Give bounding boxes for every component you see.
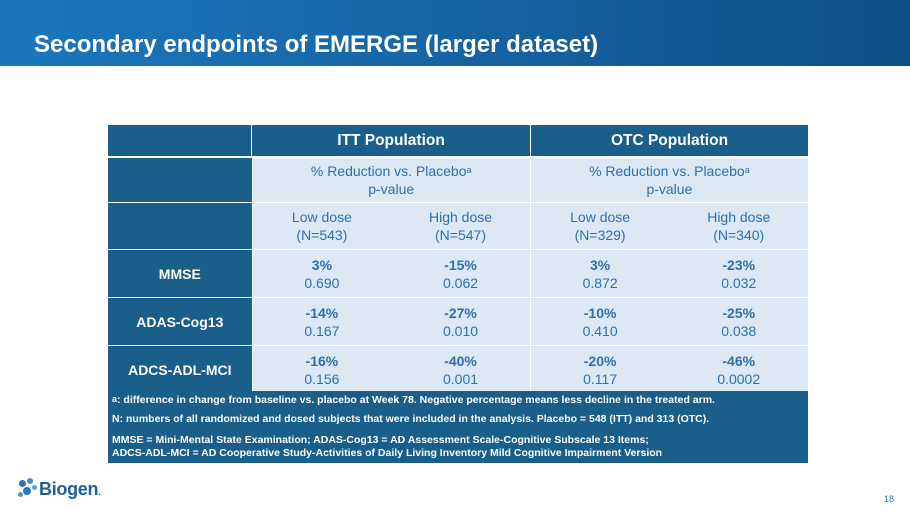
- subheader-itt: % Reduction vs. Placeboa p-value: [252, 158, 530, 202]
- value-cell: -46% 0.0002: [669, 346, 809, 393]
- p-value: 0.001: [442, 370, 479, 387]
- table-row-adas-cog13: ADAS-Cog13 -14% 0.167 -27% 0.010 -10% 0.…: [108, 298, 809, 345]
- percent-value: -23%: [722, 256, 756, 273]
- footnote-a: a: difference in change from baseline vs…: [112, 394, 808, 407]
- row-label: ADCS-ADL-MCI: [108, 346, 252, 393]
- p-value: 0.032: [721, 274, 757, 291]
- biogen-dots-icon: [18, 478, 38, 500]
- abbreviations-line2: ADCS-ADL-MCI = AD Cooperative Study-Acti…: [112, 447, 663, 459]
- p-value: 0.038: [721, 322, 757, 339]
- biogen-logo-text: Biogen.: [39, 478, 101, 499]
- dose-cell-otc-low: Low dose (N=329): [530, 203, 670, 249]
- percent-value: -14%: [305, 304, 339, 321]
- value-cell: -40% 0.001: [391, 346, 530, 393]
- footnote-a-text: : difference in change from baseline vs.…: [117, 394, 715, 406]
- value-cell: -16% 0.156: [252, 346, 392, 393]
- page-number: 18: [884, 494, 895, 504]
- header-otc-population: OTC Population: [530, 125, 808, 156]
- footnotes-box: a: difference in change from baseline vs…: [108, 391, 808, 463]
- value-cell: -23% 0.032: [669, 250, 809, 297]
- subheader-pvalue-label: p-value: [646, 181, 693, 197]
- percent-value: 3%: [590, 256, 611, 273]
- footnote-n: N: numbers of all randomized and dosed s…: [112, 413, 710, 425]
- dose-n: (N=329): [574, 227, 626, 243]
- value-cell: 3% 0.872: [530, 250, 670, 297]
- table-header-row: ITT Population OTC Population: [108, 125, 808, 156]
- value-cell: -20% 0.117: [530, 346, 670, 393]
- p-value: 0.690: [304, 274, 340, 291]
- percent-value: -25%: [722, 304, 756, 321]
- dose-name: High dose: [428, 209, 493, 225]
- row-label: ADAS-Cog13: [108, 298, 252, 345]
- subheader-reduction-label: % Reduction vs. Placebo: [589, 163, 745, 179]
- footnote-a-marker: a: [112, 394, 118, 404]
- p-value: 0.010: [442, 322, 479, 339]
- subheader-reduction-label: % Reduction vs. Placebo: [310, 163, 467, 179]
- dose-cell-itt-low: Low dose (N=543): [252, 203, 392, 249]
- superscript-a: a: [744, 165, 750, 175]
- p-value: 0.062: [442, 274, 479, 291]
- table-row-adcs-adl-mci: ADCS-ADL-MCI -16% 0.156 -40% 0.001 -20% …: [108, 346, 809, 393]
- dose-name: High dose: [707, 209, 771, 225]
- row-label: MMSE: [108, 250, 252, 297]
- percent-value: -46%: [722, 352, 756, 369]
- percent-value: -15%: [444, 256, 477, 273]
- percent-value: -10%: [583, 304, 617, 321]
- percent-value: -16%: [305, 352, 339, 369]
- p-value: 0.167: [304, 322, 340, 339]
- value-cell: -14% 0.167: [252, 298, 392, 345]
- subheader-otc: % Reduction vs. Placeboa p-value: [530, 158, 808, 202]
- dose-n: (N=543): [296, 227, 348, 243]
- p-value: 0.117: [583, 370, 618, 387]
- title-bar: Secondary endpoints of EMERGE (larger da…: [0, 0, 910, 66]
- dose-name: Low dose: [570, 209, 631, 225]
- header-itt-population: ITT Population: [337, 131, 445, 149]
- dose-row: Low dose (N=543) High dose (N=547) Low d…: [108, 203, 809, 249]
- value-cell: 3% 0.690: [252, 250, 392, 297]
- percent-value: 3%: [311, 256, 333, 273]
- p-value: 0.410: [582, 322, 618, 339]
- dose-cell-itt-high: High dose (N=547): [391, 203, 530, 249]
- percent-value: -27%: [444, 304, 477, 321]
- table-subheader-row: % Reduction vs. Placeboa p-value % Reduc…: [108, 158, 808, 202]
- subheader-blank-cell: [108, 158, 252, 202]
- endpoints-table: ITT Population OTC Population % Reductio…: [108, 125, 809, 393]
- p-value: 0.156: [304, 370, 340, 387]
- value-cell: -15% 0.062: [391, 250, 530, 297]
- p-value: 0.0002: [717, 370, 761, 387]
- dose-name: Low dose: [291, 209, 352, 225]
- value-cell: -27% 0.010: [391, 298, 530, 345]
- percent-value: -40%: [444, 352, 477, 369]
- percent-value: -20%: [583, 352, 617, 369]
- dose-n: (N=340): [713, 227, 765, 243]
- dose-n: (N=547): [435, 227, 486, 243]
- dose-cell-otc-high: High dose (N=340): [669, 203, 809, 249]
- value-cell: -25% 0.038: [669, 298, 809, 345]
- dose-blank-cell: [108, 203, 252, 249]
- table-row-mmse: MMSE 3% 0.690 -15% 0.062 3% 0.872 -23% 0…: [108, 250, 809, 297]
- biogen-logo: Biogen.: [18, 478, 101, 500]
- superscript-a: a: [466, 165, 472, 175]
- abbreviations-line1: MMSE = Mini-Mental State Examination; AD…: [112, 434, 649, 446]
- value-cell: -10% 0.410: [530, 298, 670, 345]
- p-value: 0.872: [582, 274, 618, 291]
- header-blank-cell: [108, 125, 252, 156]
- subheader-pvalue-label: p-value: [368, 181, 415, 197]
- slide-title: Secondary endpoints of EMERGE (larger da…: [34, 31, 599, 58]
